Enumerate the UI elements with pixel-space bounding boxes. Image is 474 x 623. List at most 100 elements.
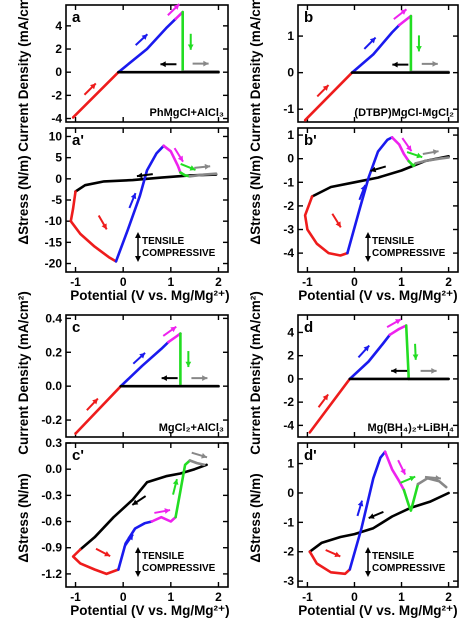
direction-arrow-green-head — [185, 361, 192, 368]
panel-frame — [297, 127, 459, 273]
y-tick-label: 2 — [287, 349, 294, 363]
x-tick-label: 2 — [215, 275, 222, 289]
direction-arrow-gray-head — [435, 475, 441, 481]
x-tick-label: 0 — [120, 590, 127, 604]
solution-label: (DTBP)MgCl-MgCl₂ — [354, 107, 454, 119]
tensile-arrow-head — [135, 547, 141, 553]
direction-arrow-red-head — [92, 398, 98, 405]
direction-arrow-green-head — [416, 46, 422, 52]
x-tick-label: 2 — [445, 590, 452, 604]
panel-frame — [297, 442, 459, 588]
panel-c: -0.2 0.0 0.2 0.4 c MgCl₂+AlCl₃ — [41, 311, 229, 438]
direction-arrow-red-head — [104, 551, 111, 557]
series-segment-gray — [416, 477, 448, 489]
direction-arrow-green-head — [412, 354, 419, 360]
y-label-current-left-bottom: Current Density (mA/cm²) — [16, 291, 31, 455]
y-tick-label: -1 — [283, 102, 294, 116]
series-segment-blue — [346, 136, 394, 255]
series-segment-red — [74, 384, 123, 435]
series-segment-magenta — [390, 136, 410, 163]
direction-arrow-gray-head — [202, 375, 208, 382]
direction-arrow-black-head — [161, 375, 167, 382]
tensile-label: TENSILE — [372, 551, 415, 562]
tensile-label: TENSILE — [142, 551, 185, 562]
series-segment-green — [402, 482, 420, 512]
tensile-label: TENSILE — [372, 236, 415, 247]
panel-label: a' — [72, 132, 84, 149]
direction-arrow-green-head — [187, 44, 194, 50]
series-segment-blue — [348, 333, 392, 381]
direction-arrow-black-head — [392, 61, 398, 68]
compressive-label: COMPRESSIVE — [142, 563, 216, 574]
panel-a: -4 -2 0 2 4 a PhMgCl+AlCl₃ — [51, 3, 229, 126]
tensile-arrow-head — [365, 547, 371, 553]
solution-label: Mg(BH₄)₂+LiBH₄ — [367, 422, 454, 434]
y-tick-label: -3 — [283, 574, 294, 588]
y-tick-label: 0 — [55, 65, 62, 79]
direction-arrow-red-head — [334, 551, 341, 557]
y-tick-label: 4 — [55, 19, 62, 33]
tensile-arrow-head — [365, 232, 371, 238]
panel-label: c — [72, 319, 80, 336]
direction-arrow-gray-head — [432, 149, 439, 155]
y-tick-label: -0.9 — [41, 541, 62, 555]
y-tick-label: 0.2 — [45, 345, 62, 359]
x-tick-label: 0 — [120, 275, 127, 289]
solution-label: MgCl₂+AlCl₃ — [159, 422, 224, 434]
x-tick-label: 2 — [215, 590, 222, 604]
y-label-current-left: Current Density (mA/cm²) — [16, 0, 31, 152]
y-tick-label: 0.3 — [45, 436, 62, 450]
y-tick-label: 0 — [287, 486, 294, 500]
panel-d: -4 -2 0 2 4 d Mg(BH₄)₂+LiBH₄ — [283, 314, 459, 438]
direction-arrow-black-head — [160, 61, 166, 68]
x-tick-label: 1 — [167, 590, 174, 604]
panel-frame — [65, 4, 229, 123]
y-tick-label: 1 — [287, 457, 294, 471]
direction-arrow-blue-head — [369, 37, 376, 44]
direction-arrow-green-head — [409, 475, 416, 482]
y-tick-label: 0 — [287, 372, 294, 386]
direction-arrow-blue-head — [130, 193, 137, 200]
y-label-current-right-bottom: Current Density (mA/cm²) — [248, 291, 263, 455]
x-label-bottom-left: Potential (V vs. Mg/Mg²⁺) — [70, 603, 229, 618]
y-tick-label: -1 — [283, 175, 294, 189]
y-tick-label: 0.4 — [45, 311, 62, 325]
compressive-arrow-head — [135, 571, 141, 577]
y-tick-label: -4 — [283, 246, 294, 260]
x-tick-label: 2 — [445, 275, 452, 289]
direction-arrow-blue-head — [141, 34, 148, 40]
direction-arrow-green-head — [172, 479, 179, 485]
series-segment-gray — [414, 156, 450, 165]
y-tick-label: 0 — [287, 152, 294, 166]
y-tick-label: -3 — [283, 223, 294, 237]
solution-label: PhMgCl+AlCl₃ — [150, 107, 224, 119]
x-label-top-right: Potential (V vs. Mg/Mg²⁺) — [298, 288, 457, 303]
series-segment-blue — [119, 340, 170, 388]
compressive-arrow-head — [365, 256, 371, 262]
direction-arrow-magenta-head — [164, 508, 171, 514]
direction-arrow-green-head — [416, 152, 423, 159]
y-tick-label: -15 — [45, 235, 63, 249]
y-tick-label: -2 — [51, 88, 62, 102]
panel-frame — [297, 4, 459, 123]
direction-arrow-magenta-head — [395, 319, 402, 325]
y-tick-label: -4 — [283, 418, 294, 432]
y-tick-label: 2 — [55, 42, 62, 56]
y-tick-label: 0 — [287, 66, 294, 80]
y-tick-label: -2 — [283, 199, 294, 213]
x-tick-label: -1 — [302, 590, 313, 604]
compressive-label: COMPRESSIVE — [142, 248, 216, 259]
direction-arrow-blue-head — [357, 500, 364, 507]
tensile-label: TENSILE — [142, 236, 185, 247]
y-tick-label: -5 — [51, 193, 62, 207]
direction-arrow-gray-head — [204, 163, 211, 170]
x-tick-label: 0 — [351, 590, 358, 604]
series-segment-red — [303, 195, 349, 257]
series-segment-blue — [114, 144, 165, 263]
direction-arrow-blue-head — [139, 352, 146, 359]
compressive-arrow-head — [365, 571, 371, 577]
direction-arrow-gray-head — [432, 61, 438, 67]
y-tick-label: -2 — [283, 545, 294, 559]
